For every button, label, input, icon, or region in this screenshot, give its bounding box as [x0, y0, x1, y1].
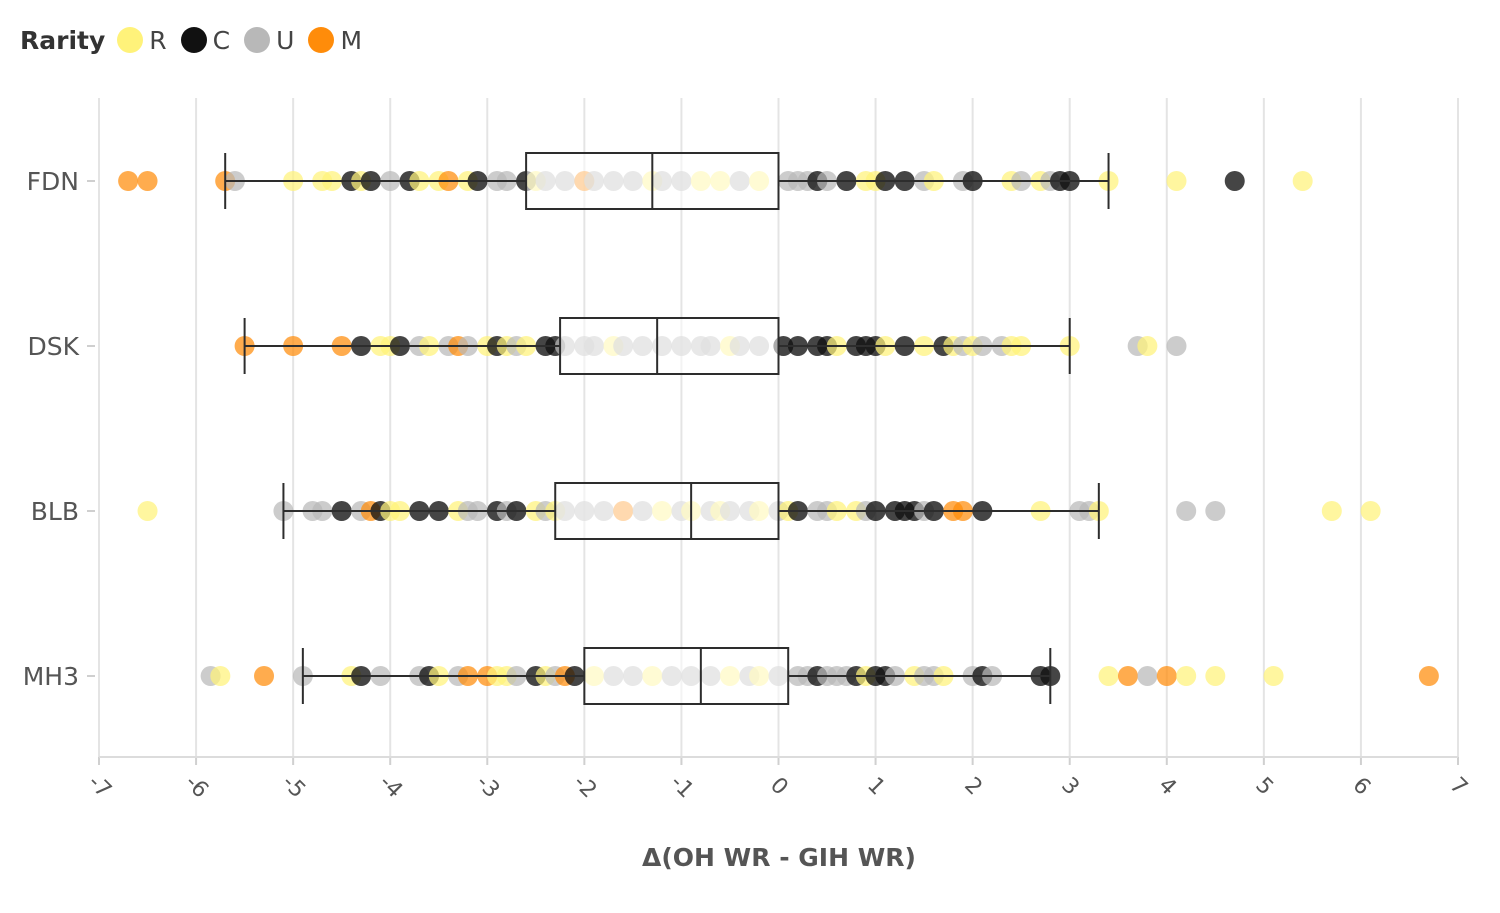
data-point-r — [1098, 666, 1119, 686]
y-category-label: BLB — [31, 497, 79, 526]
x-tick-label: 3 — [1056, 773, 1084, 801]
data-point-r — [1137, 336, 1158, 356]
box-iqr — [583, 647, 790, 705]
data-point-u — [1166, 336, 1187, 356]
data-point-u — [1137, 666, 1158, 686]
x-tick-label: -7 — [83, 770, 116, 803]
box-iqr — [554, 482, 780, 540]
data-point-m — [254, 666, 275, 686]
legend-swatch-m — [308, 27, 335, 53]
legend-swatch-u — [244, 27, 271, 53]
x-tick-label: 4 — [1153, 773, 1181, 801]
data-point-m — [1117, 666, 1138, 686]
y-category-label: MH3 — [23, 662, 79, 691]
x-tick-label: 1 — [862, 773, 890, 801]
data-point-c — [1224, 171, 1245, 191]
data-point-r — [1176, 666, 1197, 686]
data-point-r — [1360, 501, 1381, 521]
x-tick-label: -3 — [471, 770, 504, 803]
legend-item-m: M — [308, 26, 362, 55]
legend-label-u: U — [276, 25, 295, 55]
data-point-r — [137, 501, 158, 521]
x-tick-label: 2 — [959, 773, 987, 801]
data-point-r — [1292, 171, 1313, 191]
legend: Rarity R C U M — [20, 20, 376, 60]
legend-item-r: R — [117, 25, 167, 55]
x-tick-label: 5 — [1250, 773, 1278, 801]
legend-item-c: C — [180, 25, 231, 55]
x-tick-label: 6 — [1347, 773, 1375, 801]
legend-title: Rarity — [20, 25, 106, 55]
box-iqr — [559, 317, 780, 375]
legend-swatch-r — [117, 27, 144, 53]
data-point-m — [1418, 666, 1439, 686]
legend-swatch-c — [180, 27, 207, 53]
x-tick-label: 0 — [765, 773, 793, 801]
data-point-r — [1166, 171, 1187, 191]
data-point-u — [1205, 501, 1226, 521]
data-point-m — [137, 171, 158, 191]
data-point-r — [1321, 501, 1342, 521]
data-point-m — [1156, 666, 1177, 686]
data-point-r — [1263, 666, 1284, 686]
x-tick-label: -5 — [277, 770, 310, 803]
x-axis-title: Δ(OH WR - GIH WR) — [642, 843, 916, 872]
data-point-u — [1176, 501, 1197, 521]
y-category-label: DSK — [27, 332, 79, 361]
box-layer — [224, 152, 1110, 705]
legend-label-c: C — [212, 25, 231, 55]
x-tick-label: -6 — [180, 770, 213, 803]
legend-item-u: U — [244, 26, 294, 55]
x-tick-label: -2 — [568, 770, 601, 803]
data-point-r — [210, 666, 231, 686]
x-tick-label: -1 — [665, 770, 698, 803]
data-point-r — [1205, 666, 1226, 686]
x-tick-label: 7 — [1445, 773, 1473, 801]
data-point-m — [118, 171, 139, 191]
legend-label-m: M — [340, 25, 363, 55]
y-category-label: FDN — [27, 167, 79, 196]
x-tick-label: -4 — [374, 770, 407, 803]
legend-label-r: R — [149, 25, 167, 55]
axis-layer — [87, 180, 1459, 765]
